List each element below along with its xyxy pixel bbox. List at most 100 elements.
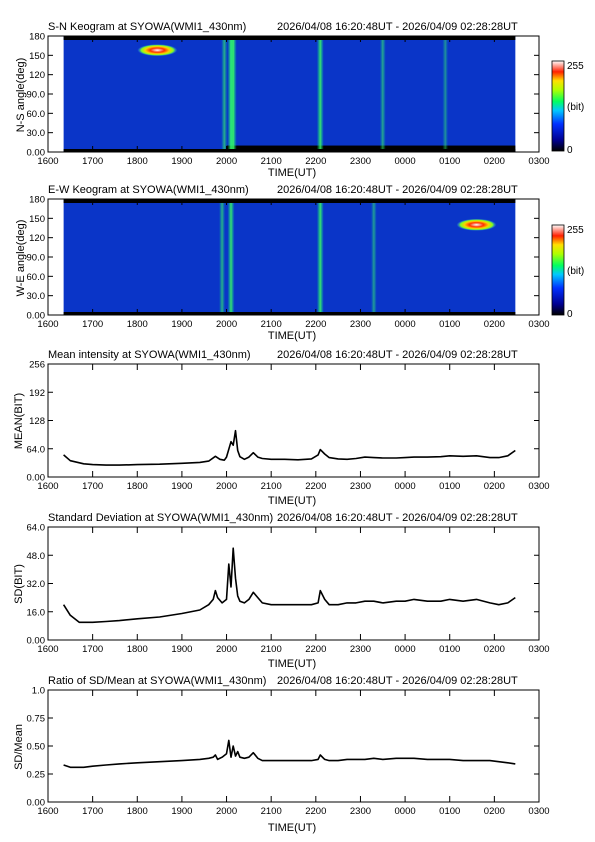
x-tick-label: 1700 bbox=[82, 644, 103, 655]
plot-frame bbox=[47, 526, 540, 641]
ew-colorbar-unit: (bit) bbox=[567, 266, 584, 277]
x-tick-label: 0200 bbox=[484, 319, 505, 330]
x-tick-label: 0200 bbox=[484, 481, 505, 492]
mean-intensity-time-range: 2026/04/08 16:20:48UT - 2026/04/09 02:28… bbox=[277, 349, 518, 361]
y-tick-label: 192 bbox=[29, 388, 45, 399]
y-tick-label: 128 bbox=[29, 416, 45, 427]
ew-keogram-panel: E-W Keogram at SYOWA(WMI1_430nm) 2026/04… bbox=[15, 184, 584, 342]
heatmap-data-region bbox=[63, 36, 516, 152]
x-tick-label: 1700 bbox=[82, 156, 103, 167]
x-tick-label: 1600 bbox=[37, 644, 58, 655]
heatmap-bottom-edge bbox=[63, 312, 516, 315]
sd-mean-ratio-xlabel: TIME(UT) bbox=[268, 822, 316, 834]
x-tick-label: 1800 bbox=[127, 156, 148, 167]
y-tick-label: 32.0 bbox=[27, 579, 46, 590]
x-tick-label: 2000 bbox=[216, 481, 237, 492]
y-tick-label: 30.0 bbox=[27, 128, 46, 139]
x-tick-label: 2300 bbox=[350, 644, 371, 655]
y-tick-label: 48.0 bbox=[27, 551, 46, 562]
y-tick-label: 180 bbox=[29, 195, 45, 206]
y-tick-label: 0.75 bbox=[27, 714, 46, 725]
heatmap-bottom-gap bbox=[226, 145, 516, 152]
x-tick-label: 0300 bbox=[528, 806, 549, 817]
x-tick-label: 2200 bbox=[305, 156, 326, 167]
std-dev-panel: Standard Deviation at SYOWA(WMI1_430nm) … bbox=[13, 512, 550, 670]
x-tick-label: 1600 bbox=[37, 806, 58, 817]
x-tick-label: 1900 bbox=[171, 156, 192, 167]
x-tick-label: 0000 bbox=[395, 644, 416, 655]
y-tick-label: 16.0 bbox=[27, 607, 46, 618]
ew-keogram-heatmap bbox=[48, 199, 539, 315]
x-tick-label: 2100 bbox=[261, 481, 282, 492]
heatmap-top-edge bbox=[63, 36, 516, 40]
x-tick-label: 2100 bbox=[261, 806, 282, 817]
x-tick-label: 1900 bbox=[171, 319, 192, 330]
x-tick-label: 2000 bbox=[216, 319, 237, 330]
y-tick-label: 0.00 bbox=[27, 473, 46, 484]
sn-colorbar-scale bbox=[551, 60, 565, 152]
x-tick-label: 0100 bbox=[439, 644, 460, 655]
y-tick-label: 30.0 bbox=[27, 291, 46, 302]
x-tick-label: 1700 bbox=[82, 806, 103, 817]
ew-keogram-time-range: 2026/04/08 16:20:48UT - 2026/04/09 02:28… bbox=[277, 184, 518, 196]
x-tick-label: 0000 bbox=[395, 806, 416, 817]
ew-keogram-title: E-W Keogram at SYOWA(WMI1_430nm) bbox=[48, 184, 249, 196]
x-tick-label: 0200 bbox=[484, 644, 505, 655]
y-tick-label: 0.00 bbox=[27, 311, 46, 322]
y-tick-label: 120 bbox=[29, 70, 45, 81]
sn-keogram-time-range: 2026/04/08 16:20:48UT - 2026/04/09 02:28… bbox=[277, 21, 518, 33]
sn-colorbar-unit: (bit) bbox=[567, 102, 584, 113]
heatmap-spot-0 bbox=[456, 218, 497, 231]
sd-mean-ratio-panel: Ratio of SD/Mean at SYOWA(WMI1_430nm) 20… bbox=[13, 675, 550, 834]
series-line-0 bbox=[62, 547, 516, 624]
x-tick-label: 1900 bbox=[171, 481, 192, 492]
ew-colorbar-scale bbox=[551, 224, 565, 316]
x-tick-label: 1800 bbox=[127, 319, 148, 330]
x-tick-label: 2000 bbox=[216, 806, 237, 817]
std-dev-ylabel: SD(BIT) bbox=[13, 564, 25, 604]
x-tick-label: 2200 bbox=[305, 806, 326, 817]
sn-colorbar-max: 255 bbox=[567, 61, 584, 72]
y-tick-label: 120 bbox=[29, 233, 45, 244]
heatmap-band-4 bbox=[316, 40, 324, 149]
ew-keogram-xlabel: TIME(UT) bbox=[268, 330, 316, 342]
y-tick-label: 60.0 bbox=[27, 272, 46, 283]
sd-mean-ratio-ticks: 0.00 0.25 0.50 0.75 1.0 1600 1700 1800 1900 2000 2… bbox=[27, 686, 550, 818]
y-tick-label: 90.0 bbox=[27, 253, 46, 264]
x-tick-label: 1600 bbox=[37, 319, 58, 330]
ew-keogram-ylabel: W-E angle(deg) bbox=[15, 220, 27, 297]
x-tick-label: 0300 bbox=[528, 156, 549, 167]
mean-intensity-panel: Mean intensity at SYOWA(WMI1_430nm) 2026… bbox=[13, 349, 550, 507]
heatmap-top-edge bbox=[63, 199, 516, 203]
x-tick-label: 1800 bbox=[127, 806, 148, 817]
y-tick-label: 90.0 bbox=[27, 90, 46, 101]
mean-intensity-ylabel: MEAN(BIT) bbox=[13, 393, 25, 449]
sn-keogram-title: S-N Keogram at SYOWA(WMI1_430nm) bbox=[48, 21, 246, 33]
y-tick-label: 150 bbox=[29, 51, 45, 62]
std-dev-time-range: 2026/04/08 16:20:48UT - 2026/04/09 02:28… bbox=[277, 512, 518, 524]
x-tick-label: 0100 bbox=[439, 481, 460, 492]
y-tick-label: 150 bbox=[29, 214, 45, 225]
std-dev-plot bbox=[62, 547, 516, 624]
x-tick-label: 2300 bbox=[350, 156, 371, 167]
sd-mean-ratio-plot bbox=[63, 739, 516, 769]
x-tick-label: 0100 bbox=[439, 319, 460, 330]
heatmap-band-6 bbox=[442, 40, 449, 149]
series-line-0 bbox=[63, 429, 516, 466]
x-tick-label: 1800 bbox=[127, 481, 148, 492]
heatmap-band-1 bbox=[227, 203, 235, 312]
x-tick-label: 0100 bbox=[439, 156, 460, 167]
y-tick-label: 60.0 bbox=[27, 109, 46, 120]
heatmap-band-4 bbox=[371, 203, 377, 312]
heatmap-data-region bbox=[63, 199, 516, 315]
sd-mean-ratio-ylabel: SD/Mean bbox=[13, 724, 25, 770]
y-tick-label: 256 bbox=[29, 360, 45, 371]
x-tick-label: 2200 bbox=[305, 481, 326, 492]
mean-intensity-ticks: 0.00 64.0 128 192 256 1600 1700 1800 1900 2000 210… bbox=[27, 360, 550, 493]
y-tick-label: 64.0 bbox=[27, 444, 46, 455]
x-tick-label: 0200 bbox=[484, 806, 505, 817]
std-dev-title: Standard Deviation at SYOWA(WMI1_430nm) bbox=[48, 512, 273, 524]
x-tick-label: 0200 bbox=[484, 156, 505, 167]
series-line-0 bbox=[63, 739, 516, 769]
ew-colorbar-min: 0 bbox=[567, 309, 573, 320]
